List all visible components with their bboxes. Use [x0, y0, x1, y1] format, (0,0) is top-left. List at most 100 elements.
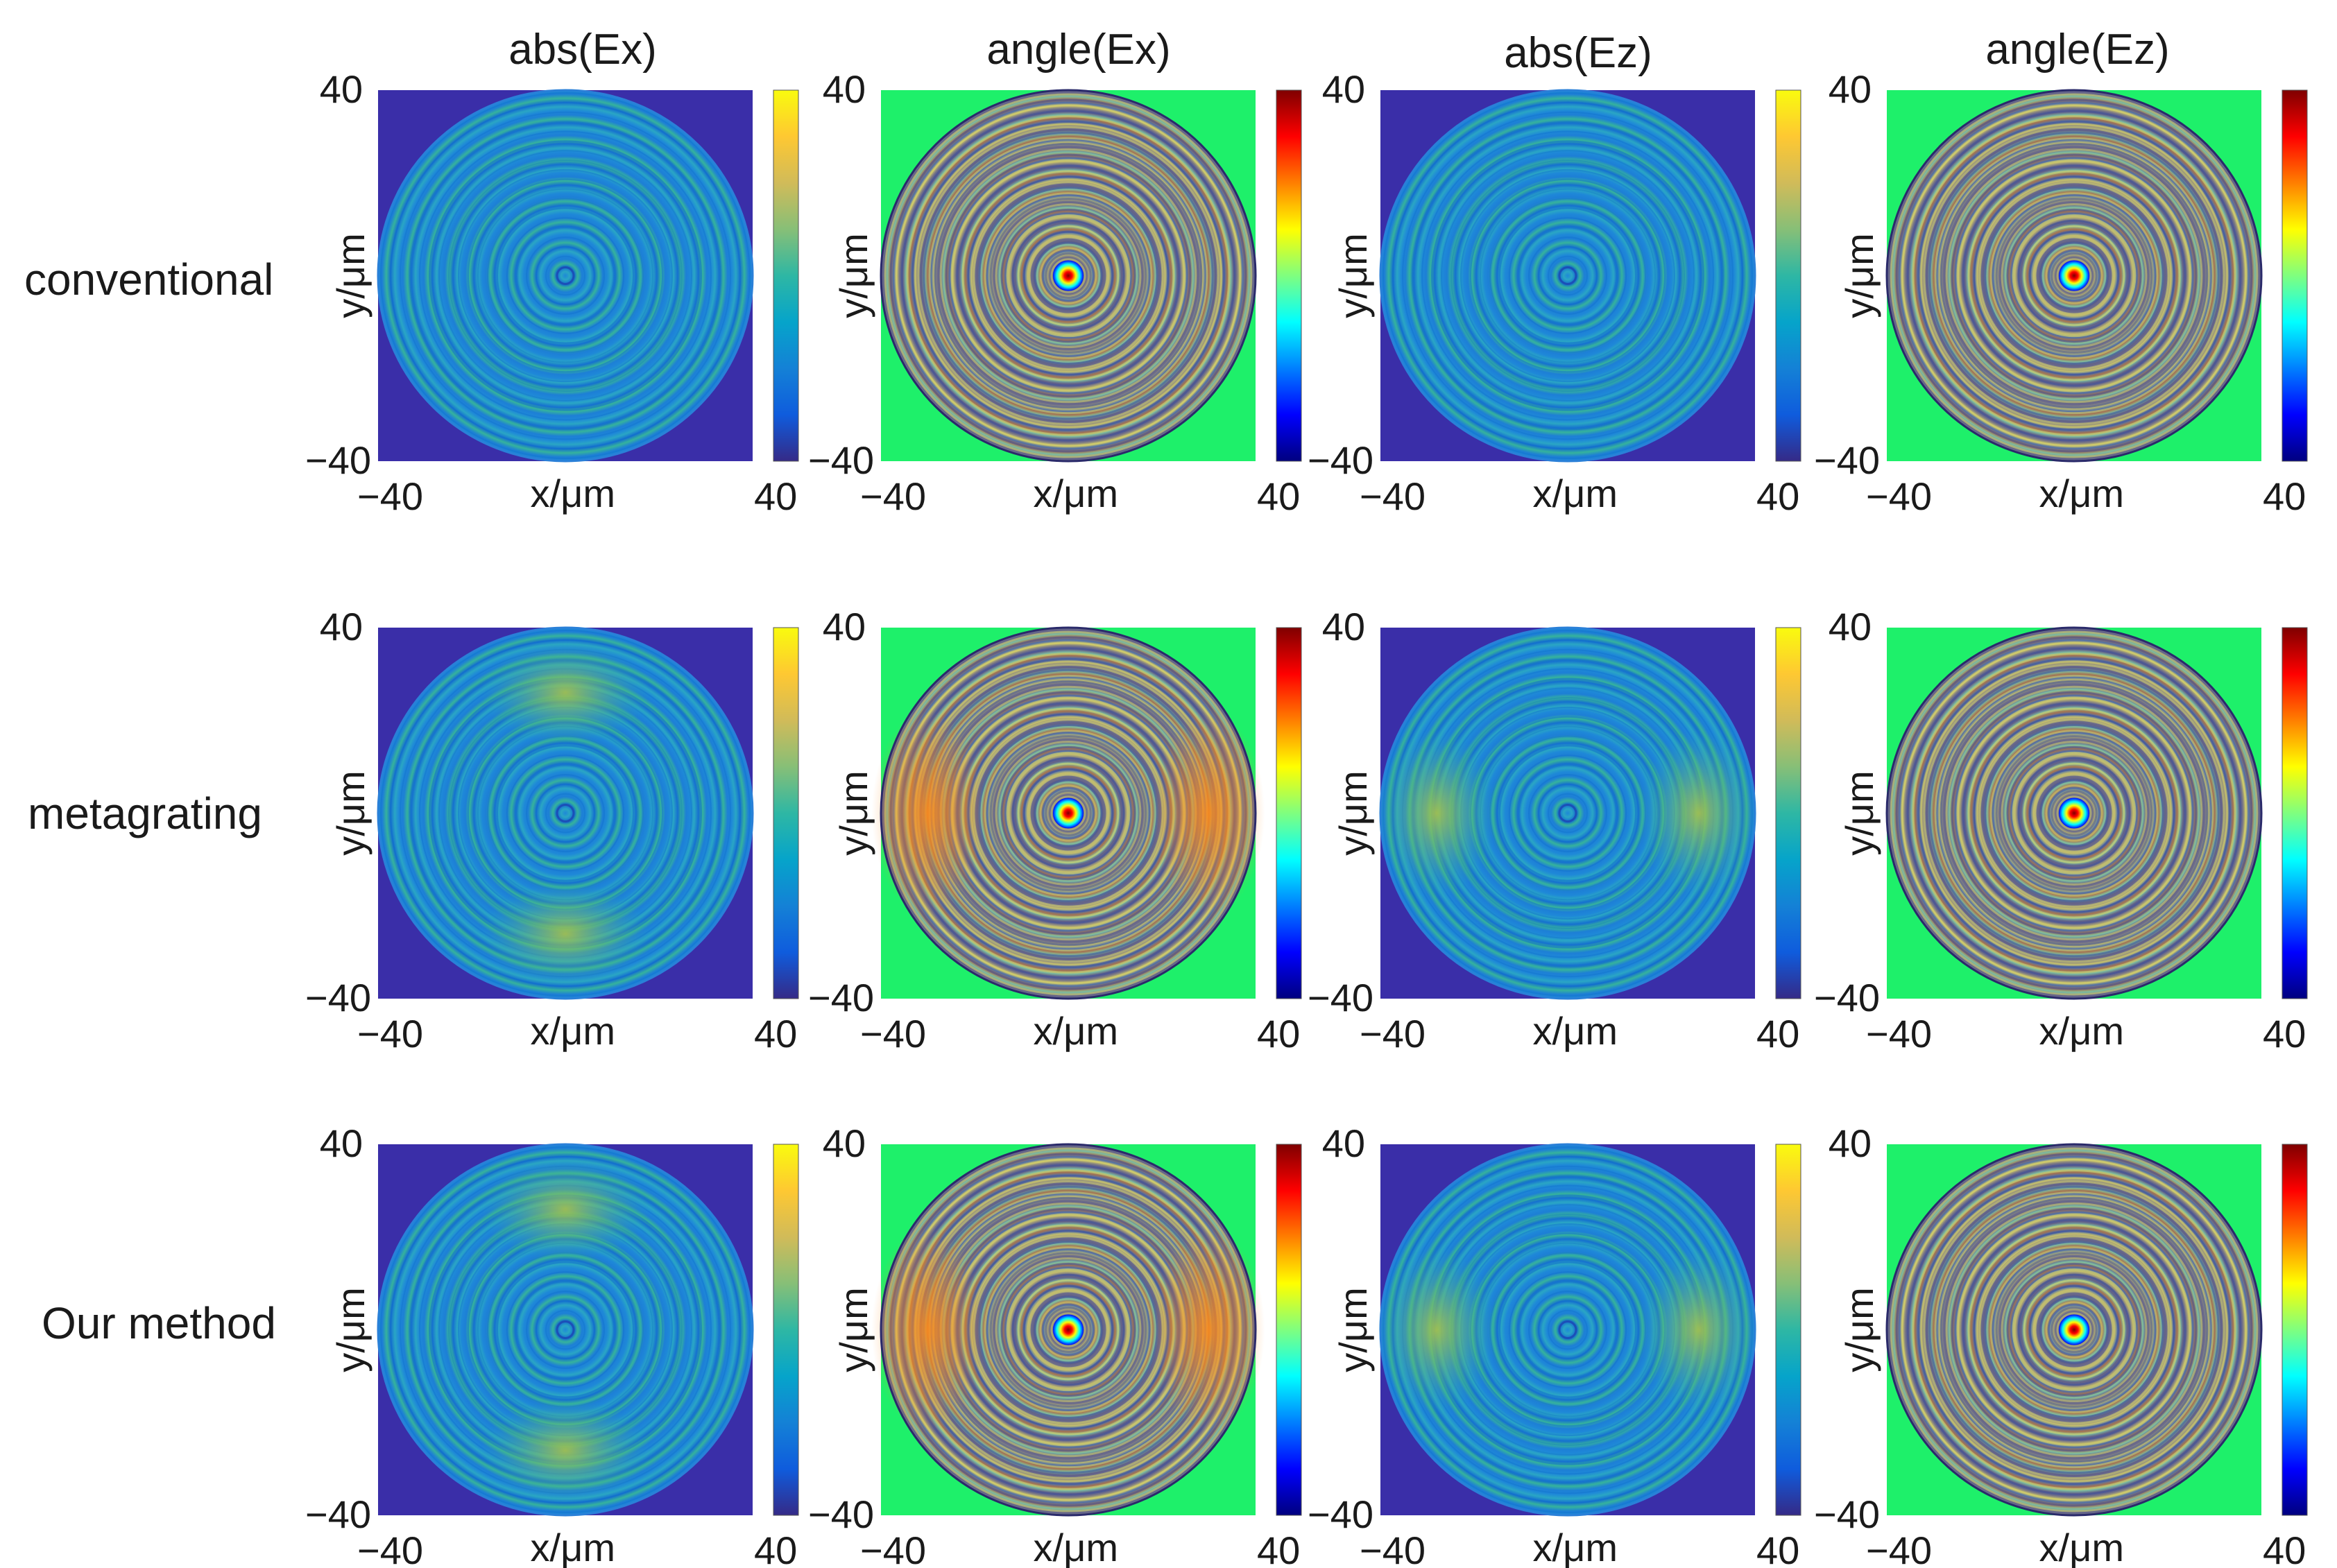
field-ring	[2017, 757, 2131, 870]
field-ring	[1945, 685, 2203, 941]
field-ring	[516, 764, 615, 862]
field-ring	[497, 745, 634, 881]
field-ring	[1945, 1202, 2203, 1458]
field-ring	[2045, 247, 2103, 304]
focal-spot	[1558, 1320, 1577, 1339]
field-ring	[1000, 1262, 1136, 1397]
y-tick-bottom: −40	[1814, 1492, 1880, 1536]
field-ring	[1895, 98, 2253, 453]
field-ring	[1548, 793, 1588, 834]
field-ring	[2034, 773, 2114, 853]
intensity-lobe	[481, 881, 650, 986]
panel-metagrating-angle-ex	[871, 626, 1302, 1000]
field-ring	[2056, 258, 2092, 293]
field-ring	[536, 1300, 595, 1360]
field-ring	[1901, 641, 2248, 985]
field-ring	[1499, 745, 1636, 881]
field-ring	[1050, 795, 1086, 831]
field-ring	[989, 198, 1147, 354]
y-tick-bottom: −40	[1308, 438, 1373, 482]
panel-metagrating-angle-ez	[1885, 626, 2308, 1000]
field-ring	[400, 111, 731, 440]
field-ring	[1973, 175, 2175, 376]
field-ring	[506, 755, 624, 872]
field-ring	[1973, 1230, 2175, 1430]
y-tick-bottom: −40	[808, 438, 874, 482]
field-ring	[1917, 658, 2231, 968]
y-axis-label: y/μm	[832, 1287, 875, 1372]
field-ring	[1006, 1268, 1131, 1392]
intensity-lobe	[1638, 730, 1759, 897]
field-ring	[1895, 636, 2253, 990]
field-ring	[961, 170, 1175, 381]
field-ring	[2039, 779, 2109, 847]
field-ring	[1956, 1213, 2192, 1447]
field-ring	[1421, 130, 1714, 421]
field-ring	[923, 131, 1214, 420]
field-ring	[1901, 104, 2248, 447]
x-tick-right: 40	[1257, 474, 1300, 518]
field-ring	[2017, 219, 2131, 332]
phase-lobe	[1152, 1227, 1265, 1432]
field-ring	[1011, 219, 1125, 332]
field-ring	[516, 227, 615, 325]
disk-edge	[1379, 626, 1756, 1000]
field-ring	[934, 142, 1203, 409]
x-axis-label: x/μm	[2039, 1009, 2124, 1053]
field-ring	[939, 148, 1197, 404]
field-ring	[1956, 696, 2192, 930]
focal-spot	[1558, 266, 1577, 285]
field-ring	[1548, 1309, 1588, 1350]
field-ring	[1995, 735, 2153, 891]
field-ring	[1557, 802, 1578, 824]
x-axis-label: x/μm	[531, 472, 615, 515]
field-ring	[989, 735, 1147, 891]
intensity-lobe	[481, 1398, 650, 1503]
focal-spot	[1053, 798, 1084, 829]
field-ring	[895, 104, 1242, 447]
intensity-lobe	[1376, 1246, 1497, 1413]
field-ring	[1509, 755, 1627, 872]
x-axis-label: x/μm	[531, 1009, 615, 1053]
field-ring	[2045, 1301, 2103, 1359]
x-tick-right: 40	[1257, 1012, 1300, 1056]
field-ring	[545, 793, 585, 834]
field-ring	[2001, 203, 2148, 349]
field-ring	[2012, 1268, 2137, 1392]
panel-conventional-abs-ez	[1379, 89, 1801, 463]
y-axis-label: y/μm	[329, 233, 373, 318]
field-ring	[1895, 1153, 2253, 1507]
disk-edge	[1885, 626, 2263, 1000]
disk-edge	[880, 1143, 1257, 1517]
field-ring	[1940, 1196, 2209, 1463]
panel-conventional-angle-ex	[880, 89, 1302, 463]
field-ring	[1045, 252, 1092, 299]
column-title-angle-ez: angle(Ez)	[1985, 26, 2169, 74]
field-ring	[1528, 1291, 1607, 1369]
field-ring	[1906, 647, 2242, 979]
field-ring	[380, 1146, 751, 1514]
intensity-lobe	[1638, 1246, 1759, 1413]
field-ring	[1039, 784, 1097, 842]
x-axis-label: x/μm	[1533, 1526, 1618, 1568]
field-ring	[1011, 1273, 1125, 1386]
field-ring	[1978, 1235, 2170, 1424]
field-ring	[1940, 680, 2209, 947]
x-axis-label: x/μm	[2039, 472, 2124, 515]
field-ring	[497, 207, 634, 344]
phase-lobe	[1152, 711, 1265, 915]
field-ring	[555, 802, 576, 824]
field-ring	[2017, 1273, 2131, 1386]
y-tick-bottom: −40	[305, 976, 371, 1019]
field-ring	[1538, 245, 1598, 306]
x-tick-left: −40	[1866, 474, 1932, 518]
field-ring	[2056, 1312, 2092, 1347]
focal-spot	[2059, 1314, 2089, 1345]
field-ring	[1518, 764, 1617, 862]
x-tick-left: −40	[357, 474, 423, 518]
field-ring	[1017, 762, 1120, 864]
field-ring	[1557, 265, 1578, 286]
y-tick-bottom: −40	[1814, 438, 1880, 482]
